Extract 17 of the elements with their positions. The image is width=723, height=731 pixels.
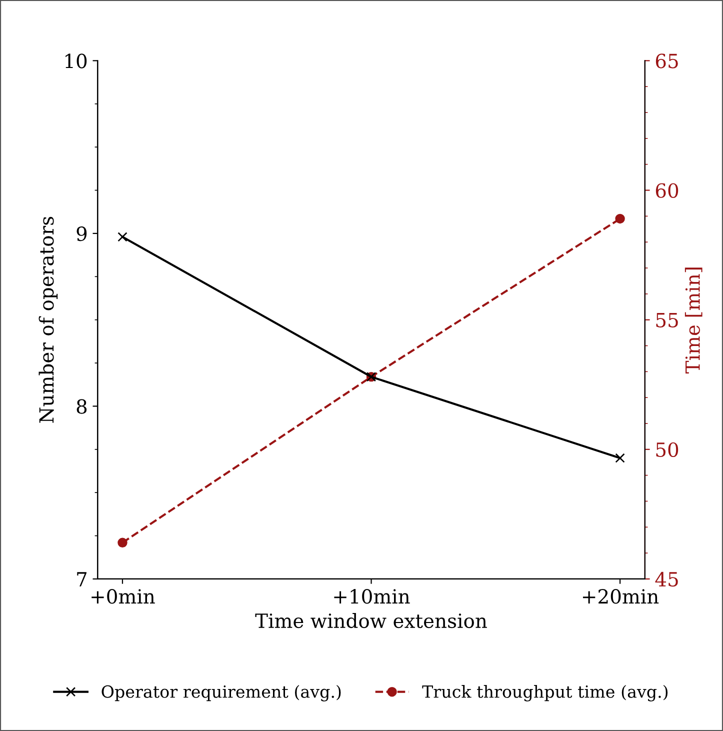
y2-tick-label: 55 (656, 313, 678, 328)
y-tick-label: 8 (76, 399, 87, 414)
legend-label: Operator requirement (avg.) (102, 685, 341, 702)
y-tick-label: 10 (66, 54, 87, 68)
y2-tick-label: 45 (655, 572, 678, 587)
x-tick-label: +0min (92, 589, 155, 604)
x-tick-label: +10min (334, 589, 410, 604)
y2-tick-label: 65 (656, 54, 678, 68)
x-axis-title: Time window extension (255, 613, 487, 628)
y2-tick-label: 60 (656, 183, 678, 198)
y-tick-label: 9 (76, 226, 87, 242)
legend-label: Truck throughput time (avg.) (422, 685, 668, 702)
y2-tick-label: 50 (656, 442, 678, 458)
y-tick-label: 7 (77, 572, 86, 586)
x-tick-label: +20min (582, 589, 659, 604)
y2-axis-title: Time [min] (684, 268, 702, 374)
y-axis-title: Number of operators (38, 216, 58, 423)
